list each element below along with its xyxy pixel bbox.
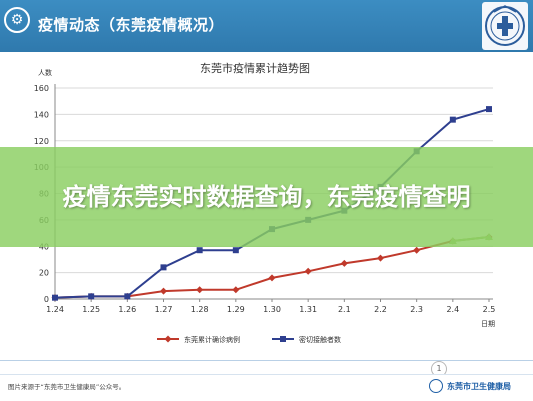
data-point (232, 286, 240, 294)
x-tick-label: 1.27 (155, 305, 173, 314)
y-tick-label: 140 (34, 110, 49, 119)
data-point (196, 286, 204, 294)
x-axis-label: 日期 (481, 320, 495, 328)
data-point (486, 106, 492, 113)
legend-label: 密切接触者数 (299, 335, 341, 344)
data-point (268, 274, 276, 282)
legend-label: 东莞累计确诊病例 (184, 335, 240, 344)
page-progress-line (0, 360, 533, 361)
gear-logo-icon: ⚙ (4, 7, 30, 33)
header-title: 疫情动态（东莞疫情概况） (38, 16, 225, 34)
legend-item: 东莞累计确诊病例 (157, 335, 240, 344)
footer: 图片来源于“东莞市卫生健康局”公众号。 东莞市卫生健康局 (0, 374, 533, 401)
footer-source-text: 图片来源于“东莞市卫生健康局”公众号。 (8, 383, 126, 391)
x-tick-label: 1.29 (227, 305, 245, 314)
x-tick-label: 2.5 (483, 305, 496, 314)
x-tick-label: 2.2 (374, 305, 387, 314)
x-tick-label: 1.31 (299, 305, 317, 314)
y-tick-label: 0 (44, 295, 49, 304)
header-bar: ⚙ 疫情动态（东莞疫情概况） (0, 0, 533, 52)
x-tick-label: 1.25 (82, 305, 100, 314)
x-tick-label: 2.4 (446, 305, 459, 314)
data-point (449, 116, 456, 123)
data-point (413, 246, 421, 254)
data-point (88, 293, 95, 300)
page-number[interactable]: 1 (431, 361, 447, 377)
x-tick-label: 2.1 (338, 305, 351, 314)
data-point (160, 264, 167, 271)
legend-item: 密切接触者数 (272, 335, 341, 344)
emblem-icon (482, 2, 528, 50)
data-point (340, 259, 348, 267)
y-tick-label: 160 (34, 84, 49, 93)
legend-layer: 东莞累计确诊病例 密切接触者数 (157, 335, 341, 344)
x-tick-label: 1.30 (263, 305, 281, 314)
banner-text: 疫情东莞实时数据查询，东莞疫情查明 (62, 183, 471, 211)
data-point (164, 335, 172, 343)
data-point (377, 254, 384, 262)
data-point (160, 287, 167, 295)
x-tick-label: 2.3 (410, 305, 423, 314)
health-bureau-logo-icon (429, 379, 443, 393)
y-tick-label: 20 (39, 269, 49, 278)
data-point (196, 247, 203, 254)
title-banner: 疫情东莞实时数据查询，东莞疫情查明 (0, 147, 533, 247)
x-tick-label: 1.26 (118, 305, 136, 314)
data-point (280, 336, 286, 342)
chart-title: 东莞市疫情累计趋势图 (200, 61, 310, 75)
data-point (52, 294, 58, 301)
data-point (304, 267, 312, 275)
x-tick-label: 1.24 (46, 305, 64, 314)
footer-org-name: 东莞市卫生健康局 (447, 382, 511, 391)
y-tick-label: 120 (34, 137, 49, 146)
x-tick-label: 1.28 (191, 305, 209, 314)
y-axis-label: 人数 (38, 68, 52, 77)
data-point (232, 247, 239, 254)
data-point (124, 293, 131, 300)
